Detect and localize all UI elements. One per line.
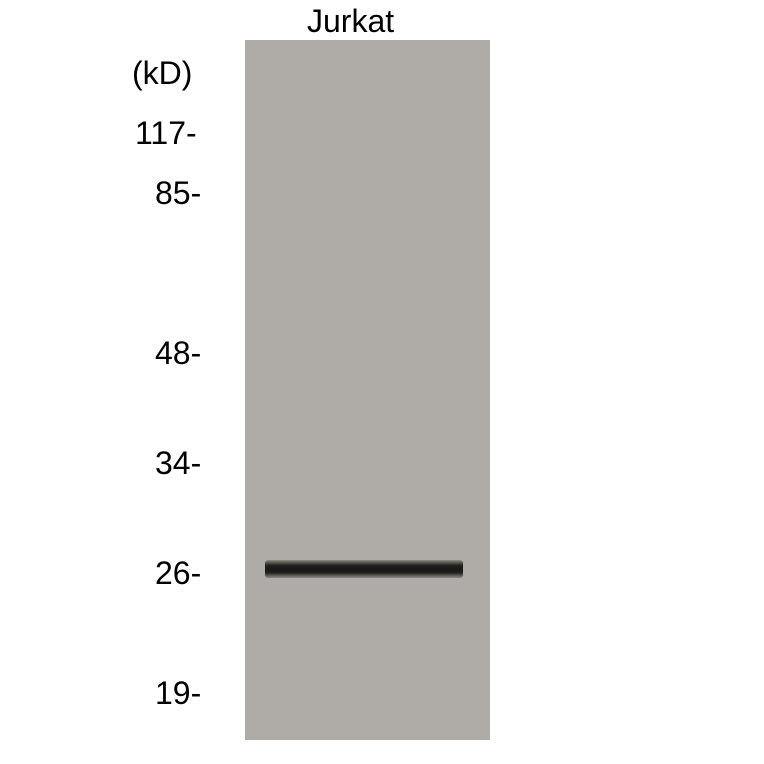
western-blot-figure: Jurkat (kD) 117- 85- 48- 34- 26- 19- <box>0 0 764 764</box>
protein-band <box>265 560 463 578</box>
unit-label: (kD) <box>132 55 192 92</box>
marker-label: 34- <box>155 445 201 482</box>
marker-label: 117- <box>135 115 197 152</box>
gel-lane <box>245 40 490 740</box>
marker-label: 48- <box>155 335 201 372</box>
sample-label: Jurkat <box>307 3 394 40</box>
marker-label: 85- <box>155 175 201 212</box>
marker-label: 26- <box>155 555 201 592</box>
marker-label: 19- <box>155 675 201 712</box>
